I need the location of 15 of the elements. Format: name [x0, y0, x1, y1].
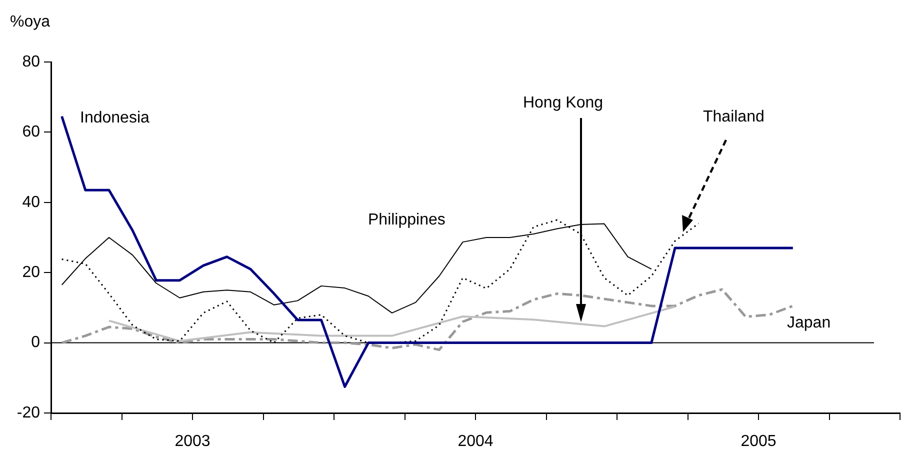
y-tick-label: 80: [22, 53, 40, 70]
y-axis-title: %oya: [10, 13, 50, 30]
x-tick-label: 2004: [458, 433, 494, 450]
x-tick-label: 2005: [740, 433, 776, 450]
text: Thailand: [703, 108, 764, 126]
y-tick-label: 60: [22, 124, 40, 141]
series-label: Japan: [787, 314, 831, 332]
y-tick-label: 0: [31, 334, 40, 352]
series-label: Indonesia: [80, 109, 150, 126]
x-tick-label: 2003: [174, 433, 210, 450]
y-tick-label: 40: [22, 194, 40, 211]
y-tick-label: 20: [22, 264, 40, 282]
y-tick-label: -20: [16, 404, 40, 422]
text: Hong Kong: [522, 94, 604, 112]
series-label: Philippines: [368, 211, 446, 228]
